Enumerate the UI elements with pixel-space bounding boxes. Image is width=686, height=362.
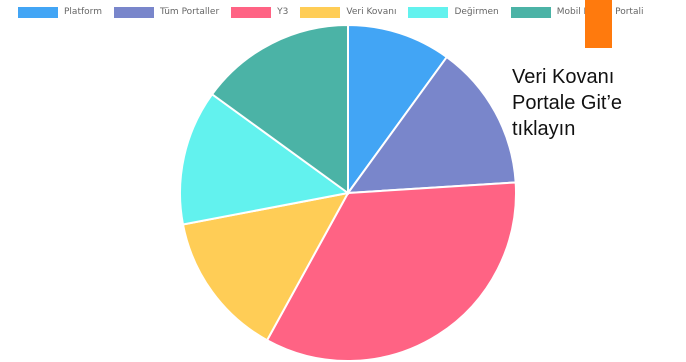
legend-swatch xyxy=(18,6,58,18)
pie-slice[interactable] xyxy=(210,23,349,195)
legend-swatch xyxy=(300,6,341,18)
legend-label: Platform xyxy=(64,7,102,17)
legend-item[interactable]: Platform xyxy=(18,6,102,18)
legend-label: Tüm Portaller xyxy=(159,7,220,17)
pie-slice[interactable] xyxy=(181,191,350,342)
legend-item[interactable]: Değirmen xyxy=(408,6,499,18)
tutorial-pointer-marker xyxy=(585,0,612,48)
legend-label: Değirmen xyxy=(454,7,499,17)
legend-item[interactable]: Veri Kovanı xyxy=(300,6,397,18)
legend-swatch xyxy=(510,6,551,18)
pie-slice[interactable] xyxy=(345,55,517,195)
legend-item[interactable]: Y3 xyxy=(231,6,289,18)
legend-swatch xyxy=(113,6,154,18)
tutorial-callout-text: Veri Kovanı Portale Git’e tıklayın xyxy=(512,66,623,140)
legend-label: Y3 xyxy=(277,7,289,17)
legend-swatch xyxy=(408,6,449,18)
legend-item[interactable]: Tüm Portaller xyxy=(113,6,220,18)
legend-swatch xyxy=(231,6,272,18)
legend-label: Veri Kovanı xyxy=(346,7,397,17)
pie-slice[interactable] xyxy=(179,92,351,226)
pie-slice[interactable] xyxy=(347,23,449,197)
